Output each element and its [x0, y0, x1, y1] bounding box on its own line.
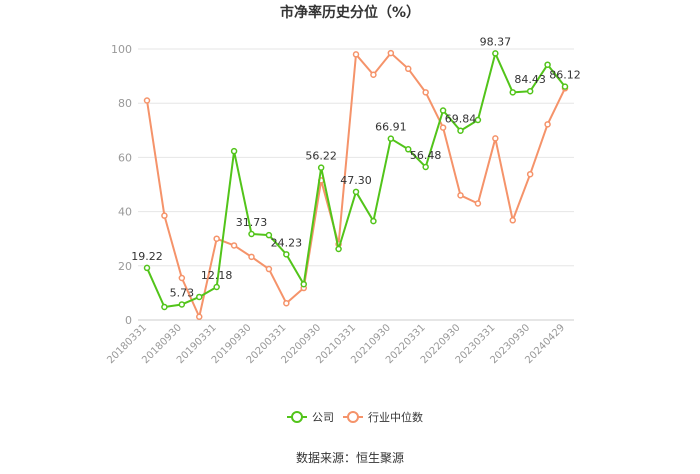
- data-point-company[interactable]: [561, 83, 569, 90]
- legend-marker-industry: [347, 411, 359, 423]
- legend-label-company: 公司: [312, 411, 334, 424]
- data-label: 47.30: [340, 174, 372, 187]
- legend-marker-company: [291, 411, 303, 423]
- data-label: 5.73: [170, 286, 195, 299]
- data-label: 19.22: [131, 250, 163, 263]
- data-point-company[interactable]: [474, 116, 482, 124]
- data-point-industry[interactable]: [422, 89, 429, 96]
- data-label: 66.91: [375, 121, 407, 134]
- data-point-company[interactable]: [283, 251, 290, 258]
- data-point-industry[interactable]: [248, 253, 255, 261]
- y-tick-label: 0: [125, 314, 132, 327]
- data-label: 86.12: [549, 69, 581, 82]
- data-point-company[interactable]: [248, 230, 255, 238]
- data-point-company[interactable]: [352, 188, 360, 196]
- data-point-company[interactable]: [387, 135, 395, 142]
- data-point-industry[interactable]: [439, 124, 447, 131]
- data-point-industry[interactable]: [405, 65, 412, 73]
- data-point-industry[interactable]: [161, 212, 168, 219]
- data-point-industry[interactable]: [474, 200, 482, 207]
- data-point-industry[interactable]: [526, 170, 534, 178]
- data-point-industry[interactable]: [178, 274, 186, 282]
- data-point-industry[interactable]: [509, 217, 516, 224]
- data-label: 69.84: [445, 113, 477, 126]
- data-point-company[interactable]: [422, 163, 429, 171]
- data-point-industry[interactable]: [544, 121, 551, 128]
- data-point-industry[interactable]: [213, 235, 220, 242]
- data-point-industry[interactable]: [283, 299, 290, 307]
- data-label: 98.37: [480, 35, 512, 48]
- data-label: 56.22: [305, 150, 337, 163]
- data-point-company[interactable]: [370, 217, 377, 225]
- data-point-company[interactable]: [526, 87, 534, 95]
- data-point-industry[interactable]: [352, 51, 360, 58]
- data-point-company[interactable]: [143, 264, 151, 272]
- data-point-company[interactable]: [439, 107, 447, 114]
- data-label: 24.23: [271, 236, 303, 249]
- legend: 公司 行业中位数: [287, 410, 423, 424]
- data-label: 56.48: [410, 149, 442, 162]
- data-point-industry[interactable]: [370, 71, 377, 78]
- data-point-company[interactable]: [405, 146, 412, 153]
- data-point-company[interactable]: [265, 231, 273, 239]
- data-point-company[interactable]: [509, 89, 516, 96]
- data-point-industry[interactable]: [265, 265, 273, 273]
- legend-label-industry: 行业中位数: [368, 410, 423, 424]
- y-tick-label: 60: [118, 151, 132, 164]
- data-point-company[interactable]: [196, 293, 203, 301]
- data-point-company[interactable]: [161, 303, 168, 311]
- data-point-company[interactable]: [317, 164, 325, 171]
- data-point-company[interactable]: [544, 61, 551, 68]
- data-point-industry[interactable]: [196, 313, 203, 320]
- chart-title: 市净率历史分位（%）: [280, 4, 420, 21]
- data-label: 84.43: [514, 73, 546, 86]
- data-point-company[interactable]: [335, 245, 342, 253]
- y-tick-label: 40: [118, 206, 132, 219]
- legend-item-company[interactable]: 公司: [287, 411, 334, 424]
- data-point-company[interactable]: [300, 280, 307, 288]
- data-point-company[interactable]: [230, 147, 238, 155]
- data-point-industry[interactable]: [492, 135, 499, 142]
- data-point-industry[interactable]: [387, 49, 395, 57]
- series-group: [143, 49, 569, 320]
- data-point-company[interactable]: [178, 301, 186, 308]
- source-note: 数据来源：恒生聚源: [296, 450, 404, 465]
- data-point-industry[interactable]: [143, 97, 151, 104]
- data-label: 31.73: [236, 216, 268, 229]
- data-point-company[interactable]: [213, 283, 220, 291]
- data-point-company[interactable]: [457, 127, 464, 134]
- legend-item-industry[interactable]: 行业中位数: [343, 410, 423, 424]
- data-label: 12.18: [201, 269, 233, 282]
- y-tick-label: 20: [118, 260, 132, 273]
- data-point-industry[interactable]: [457, 192, 464, 199]
- x-axis: 2018033120180930201903312019093020200331…: [105, 322, 567, 366]
- data-point-company[interactable]: [492, 50, 499, 57]
- y-axis: 0 20 40 60 80 100: [111, 43, 132, 327]
- data-point-industry[interactable]: [230, 242, 238, 249]
- y-tick-label: 80: [118, 97, 132, 110]
- y-tick-label: 100: [111, 43, 132, 56]
